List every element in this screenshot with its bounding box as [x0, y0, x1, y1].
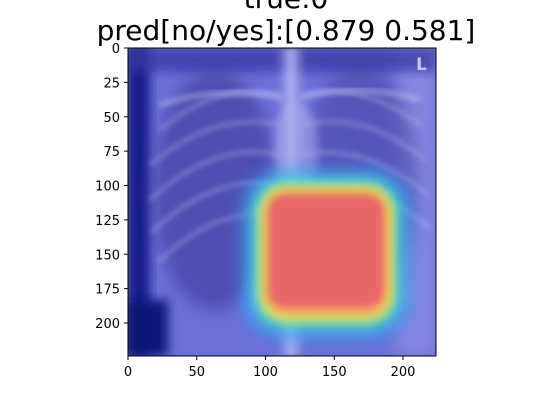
y-tick-label: 175: [95, 283, 120, 298]
x-tick-label: 200: [391, 365, 416, 380]
y-tick-label: 75: [103, 145, 120, 160]
axes-frame: [127, 47, 437, 357]
y-tick-label: 0: [112, 42, 120, 57]
xray-left-dark: [128, 48, 150, 356]
y-tick-label: 150: [95, 248, 120, 263]
x-tick-label: 50: [188, 365, 205, 380]
x-tick-label: 150: [322, 365, 347, 380]
y-tick-label: 125: [95, 214, 120, 229]
heat-red-core: [270, 196, 382, 306]
heat-overlay: [240, 168, 412, 340]
xray-clavicle-right: [299, 88, 421, 102]
x-axis: 0 50 100 150 200: [124, 356, 416, 380]
chart-title-line-1: true:0: [244, 0, 329, 15]
chart-title-line-2: pred[no/yes]:[0.879 0.581]: [97, 14, 476, 47]
x-tick-label: 0: [124, 365, 132, 380]
xray-corner-marker: L: [416, 55, 427, 75]
xray-bottom-left-dark: [128, 300, 168, 356]
y-tick-label: 200: [95, 317, 120, 332]
y-tick-label: 25: [103, 76, 120, 91]
xray-heatmap-image: L: [128, 48, 436, 356]
x-tick-label: 100: [253, 365, 278, 380]
y-tick-label: 50: [103, 111, 120, 126]
xray-clavicle-left: [159, 90, 283, 107]
y-axis: 0 25 50 75 100 125 150 175 200: [95, 42, 128, 332]
y-tick-label: 100: [95, 180, 120, 195]
